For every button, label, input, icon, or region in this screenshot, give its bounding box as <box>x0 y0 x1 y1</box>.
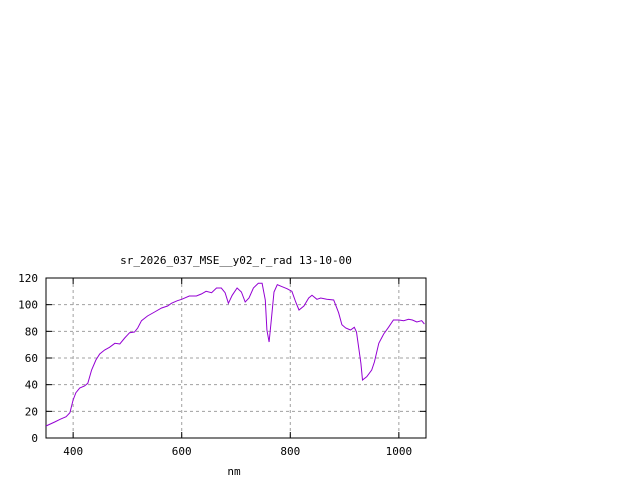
series-line <box>45 282 425 427</box>
y-tick-label: 20 <box>25 405 38 418</box>
x-tick-label: 1000 <box>386 445 413 458</box>
x-tick-label: 600 <box>172 445 192 458</box>
x-tick-label: 400 <box>63 445 83 458</box>
x-tick-label: 800 <box>280 445 300 458</box>
grid <box>46 278 426 438</box>
x-axis-label: nm <box>227 465 241 478</box>
ticks: 0 20 40 60 80 100 120 400 600 800 1000 <box>18 272 426 458</box>
y-tick-label: 0 <box>31 432 38 445</box>
y-tick-label: 40 <box>25 379 38 392</box>
y-tick-label: 120 <box>18 272 38 285</box>
y-tick-label: 60 <box>25 352 38 365</box>
y-tick-label: 80 <box>25 325 38 338</box>
plot-border <box>45 277 427 439</box>
chart-title: sr_2026_037_MSE__y02_r_rad 13-10-00 <box>120 254 352 267</box>
y-tick-label: 100 <box>18 299 38 312</box>
